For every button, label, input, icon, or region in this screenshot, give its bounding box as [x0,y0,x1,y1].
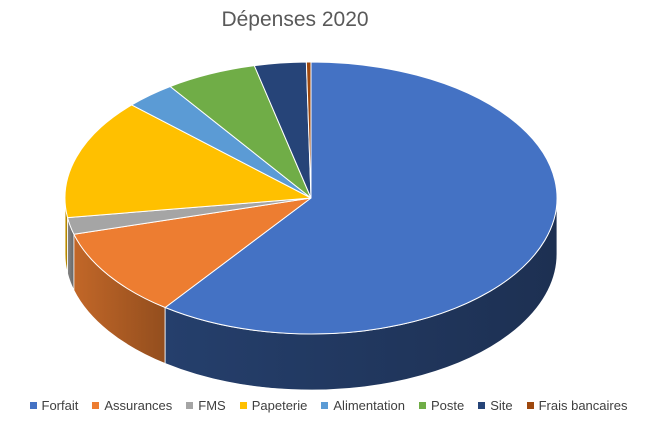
legend-label: Frais bancaires [538,398,628,413]
legend-swatch [526,402,534,409]
legend-swatch [186,402,194,409]
legend-swatch [478,402,486,409]
pie-slice-papeterie [64,104,312,219]
chart-title: Dépenses 2020 [221,8,369,31]
pie-slice-frais-bancaires [305,61,312,199]
legend-label: FMS [198,398,226,413]
legend-item-alimentation: Alimentation [321,398,405,413]
legend-item-frais-bancaires: Frais bancaires [526,398,628,413]
legend-swatch [321,402,329,409]
legend-swatch [92,402,100,409]
legend-swatch [29,402,37,409]
legend-item-papeterie: Papeterie [239,398,308,413]
legend-item-assurances: Assurances [92,398,172,413]
chart-legend: Forfait Assurances FMS Papeterie Alimentatio… [8,398,649,413]
legend-swatch [418,402,426,409]
legend-item-poste: Poste [418,398,465,413]
legend-item-forfait: Forfait [29,398,79,413]
legend-item-fms: FMS [186,398,226,413]
pie-slice-forfait [164,61,558,335]
legend-label: Poste [430,398,465,413]
legend-label: Alimentation [333,398,405,413]
legend-label: Site [490,398,513,413]
legend-label: Forfait [41,398,79,413]
legend-swatch [239,402,247,409]
legend-label: Assurances [104,398,173,413]
legend-label: Papeterie [251,398,308,413]
legend-item-site: Site [478,398,513,413]
